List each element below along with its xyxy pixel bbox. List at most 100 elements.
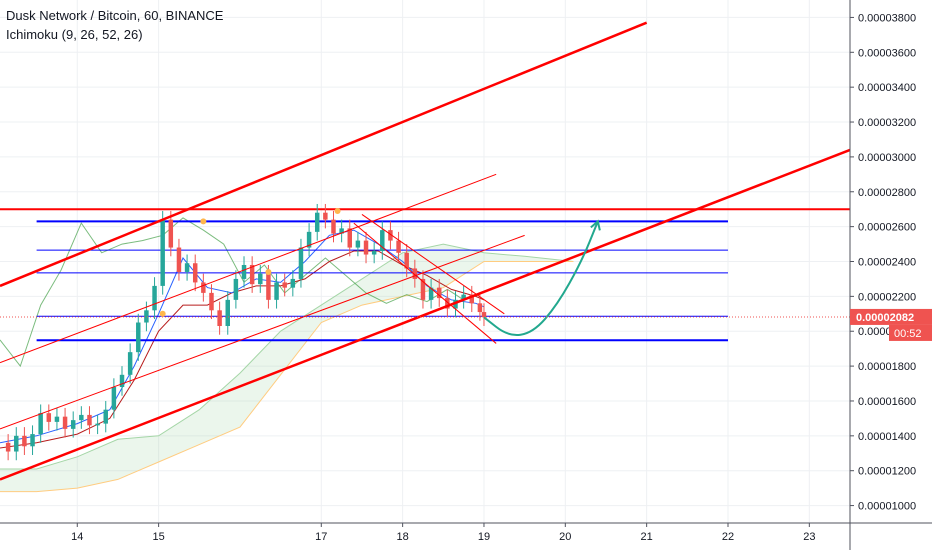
y-tick-label: 0.00003800	[858, 12, 916, 24]
trend-line	[0, 21, 648, 288]
candle-body	[119, 374, 125, 388]
candle-body	[290, 278, 296, 288]
signal-marker	[265, 268, 272, 275]
candle-body	[103, 409, 108, 424]
candle-body	[46, 413, 52, 422]
x-tick-label: 22	[722, 531, 734, 543]
candle-body	[428, 287, 434, 300]
y-tick-label: 0.00001400	[858, 431, 916, 443]
chart-legend: Dusk Network / Bitcoin, 60, BINANCE Ichi…	[6, 6, 223, 44]
candle-body	[225, 299, 230, 327]
x-axis: 14 15 17 18 19 20 21 22 23	[71, 523, 815, 543]
candle-body	[306, 231, 312, 248]
candle-body	[339, 228, 344, 234]
candle-body	[95, 423, 100, 426]
last-price-badge	[850, 308, 932, 325]
candle-body	[111, 387, 117, 410]
signal-marker	[200, 218, 207, 225]
candle-body	[70, 420, 76, 429]
candle-body	[469, 294, 475, 304]
y-tick-label: 0.00002400	[858, 257, 916, 269]
trend-line	[0, 234, 525, 430]
candle-body	[54, 416, 60, 422]
chart-title: Dusk Network / Bitcoin, 60, BINANCE	[6, 8, 224, 23]
signal-marker	[159, 310, 166, 317]
candle-body	[298, 247, 304, 279]
candle-body	[404, 252, 409, 269]
y-tick-label: 0.00002600	[858, 222, 916, 234]
candle-body	[477, 303, 483, 313]
last-price-label: 0.00002082	[856, 312, 914, 324]
indicator-label: Ichimoku (9, 26, 52, 26)	[6, 27, 143, 42]
candle-body	[380, 230, 385, 252]
candle-body	[184, 263, 190, 272]
y-axis: 0.00001000 0.00001200 0.00001400 0.00001600…	[850, 12, 916, 513]
candle-body	[323, 212, 328, 220]
candles	[5, 203, 487, 461]
candle-body	[192, 263, 198, 283]
trend-line	[0, 148, 851, 481]
candle-body	[355, 240, 361, 248]
leading-span-b	[0, 261, 574, 493]
candle-body	[176, 247, 182, 272]
candle-body	[38, 413, 43, 435]
candle-body	[412, 268, 418, 279]
candle-body	[453, 299, 458, 309]
candle-body	[144, 310, 149, 323]
candle-body	[233, 278, 239, 300]
x-tick-label: 18	[397, 531, 409, 543]
y-tick-label: 0.00001600	[858, 396, 916, 408]
candle-body	[347, 228, 352, 248]
trend-line	[353, 222, 497, 344]
x-tick-label: 15	[152, 531, 164, 543]
trend-line	[0, 173, 497, 364]
candle-body	[282, 282, 287, 288]
x-tick-label: 20	[559, 531, 571, 543]
candle-body	[127, 352, 133, 375]
projection-arrowhead	[590, 219, 601, 231]
candle-body	[314, 212, 320, 232]
y-tick-label: 0.00002800	[858, 187, 916, 199]
x-tick-label: 19	[478, 531, 490, 543]
candle-body	[136, 322, 141, 353]
candle-body	[481, 312, 487, 318]
countdown-badge	[889, 324, 932, 341]
candle-body	[30, 434, 35, 447]
trend-line	[361, 214, 505, 315]
y-tick-label: 0.00001200	[858, 466, 916, 478]
candle-body	[396, 240, 401, 253]
x-tick-label: 21	[641, 531, 653, 543]
x-tick-label: 23	[803, 531, 815, 543]
projection-curve	[483, 221, 599, 336]
candle-body	[160, 219, 165, 286]
x-tick-label: 17	[315, 531, 327, 543]
candle-body	[420, 278, 426, 300]
candle-body	[217, 310, 222, 327]
candle-body	[62, 416, 68, 429]
candle-body	[331, 219, 336, 234]
candle-body	[371, 251, 377, 255]
candle-body	[258, 273, 263, 285]
candle-body	[152, 285, 157, 311]
signal-marker	[334, 207, 341, 214]
candle-body	[461, 294, 466, 300]
candle-body	[363, 240, 369, 255]
y-tick-label: 0.00001000	[858, 501, 916, 513]
y-tick-label: 0.00003000	[858, 152, 916, 164]
candle-body	[87, 414, 92, 426]
candle-body	[22, 435, 27, 447]
countdown-label: 00:52	[894, 328, 922, 340]
candle-body	[388, 230, 393, 241]
y-tick-label: 0.00003400	[858, 82, 916, 94]
y-tick-label: 0.00003200	[858, 117, 916, 129]
candle-body	[5, 442, 11, 452]
y-tick-label: 0.00002200	[858, 291, 916, 303]
candle-body	[79, 414, 84, 421]
candle-body	[201, 282, 206, 293]
candle-body	[445, 298, 450, 309]
candle-body	[436, 287, 442, 299]
x-tick-label: 14	[71, 531, 83, 543]
candle-body	[14, 435, 19, 452]
kumo-cloud	[0, 244, 574, 492]
